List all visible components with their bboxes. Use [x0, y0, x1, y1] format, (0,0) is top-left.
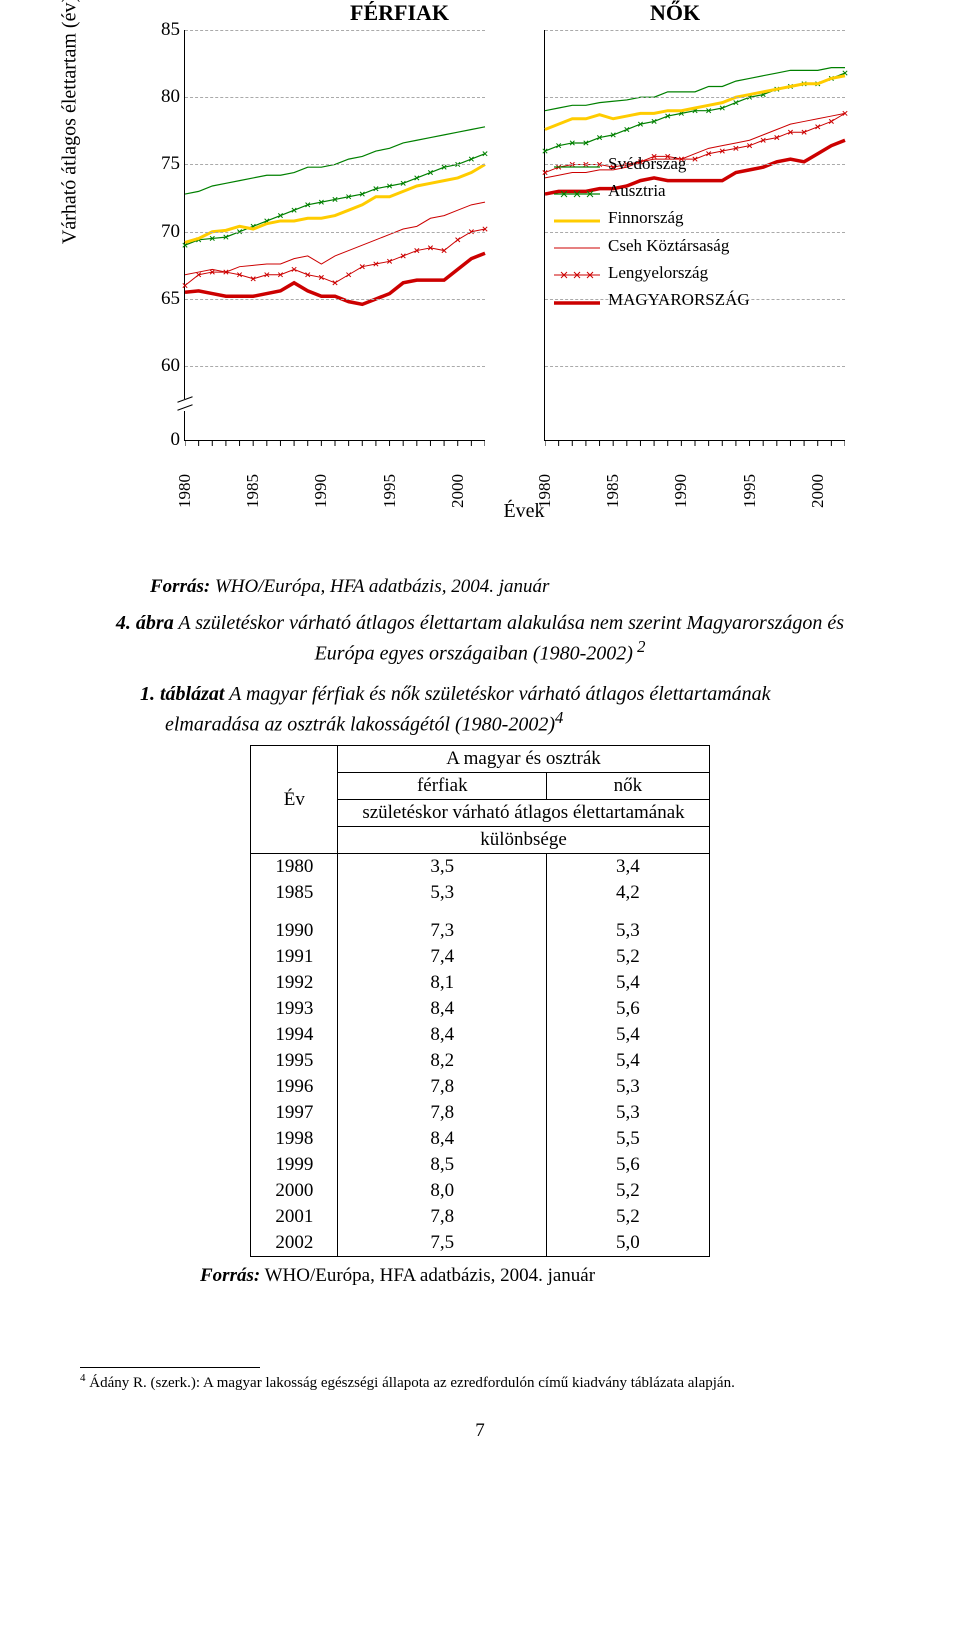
legend-item: MAGYARORSZÁG: [554, 286, 750, 313]
table-cell-female: 4,2: [547, 880, 709, 912]
table-cell-male: 8,1: [338, 970, 547, 996]
ytick: 60: [161, 355, 180, 377]
legend-label: Ausztria: [608, 177, 666, 204]
ytick: 80: [161, 86, 180, 108]
table-cell-year: 2001: [251, 1204, 338, 1230]
table-cell-year: 1980: [251, 854, 338, 881]
table-cell-female: 5,2: [547, 1178, 709, 1204]
table-cell-female: 5,4: [547, 970, 709, 996]
table-header-line3: születéskor várható átlagos élettartamán…: [338, 800, 709, 827]
legend-item: Svédország: [554, 150, 750, 177]
table-cell-male: 7,8: [338, 1074, 547, 1100]
table-source: Forrás: WHO/Európa, HFA adatbázis, 2004.…: [200, 1265, 880, 1287]
chart-source: Forrás: WHO/Európa, HFA adatbázis, 2004.…: [150, 576, 880, 598]
life-expectancy-chart: FÉRFIAK NŐK Várható átlagos élettartam (…: [80, 0, 880, 560]
chart-title-male: FÉRFIAK: [350, 0, 449, 26]
chart-ylabel: Várható átlagos élettartam (év): [59, 0, 82, 270]
legend-label: Finnország: [608, 204, 684, 231]
chart-xlabel: Évek: [184, 500, 864, 523]
table-cell-female: 5,3: [547, 1074, 709, 1100]
table-cell-year: 1985: [251, 880, 338, 912]
table-cell-year: 1999: [251, 1152, 338, 1178]
table-cell-female: 5,2: [547, 944, 709, 970]
table-cell-male: 3,5: [338, 854, 547, 881]
table-cell-male: 7,4: [338, 944, 547, 970]
ytick: 70: [161, 221, 180, 243]
table-cell-female: 5,2: [547, 1204, 709, 1230]
table-cell-female: 5,6: [547, 996, 709, 1022]
legend-item: Lengyelország: [554, 259, 750, 286]
table-cell-year: 1993: [251, 996, 338, 1022]
ytick: 0: [171, 429, 181, 451]
table-cell-male: 8,2: [338, 1048, 547, 1074]
legend-label: Lengyelország: [608, 259, 708, 286]
table-header-male: férfiak: [338, 773, 547, 800]
table-cell-male: 7,5: [338, 1230, 547, 1257]
table-cell-year: 1995: [251, 1048, 338, 1074]
footnote-rule: [80, 1367, 260, 1368]
table-cell-male: 7,8: [338, 1204, 547, 1230]
legend-label: MAGYARORSZÁG: [608, 286, 750, 313]
table-header-top: A magyar és osztrák: [338, 746, 709, 773]
ytick: 65: [161, 288, 180, 310]
table-cell-year: 1997: [251, 1100, 338, 1126]
chart-title-female: NŐK: [650, 0, 700, 26]
table-cell-female: 3,4: [547, 854, 709, 881]
table-cell-year: 1992: [251, 970, 338, 996]
chart-legend: SvédországAusztriaFinnországCseh Köztárs…: [554, 150, 750, 313]
chart-yticks: 0606570758085: [140, 30, 180, 440]
table-cell-male: 8,4: [338, 996, 547, 1022]
table-cell-female: 5,4: [547, 1048, 709, 1074]
table-cell-male: 7,3: [338, 912, 547, 944]
table-cell-female: 5,3: [547, 1100, 709, 1126]
table-cell-male: 8,0: [338, 1178, 547, 1204]
figure-caption: 4. ábra A születéskor várható átlagos él…: [80, 610, 880, 667]
table-header-year: Év: [251, 746, 338, 854]
table-cell-female: 5,0: [547, 1230, 709, 1257]
legend-label: Svédország: [608, 150, 686, 177]
page-number: 7: [80, 1420, 880, 1442]
footnote: 4 Ádány R. (szerk.): A magyar lakosság e…: [80, 1372, 880, 1392]
legend-item: Cseh Köztársaság: [554, 232, 750, 259]
table-cell-male: 8,4: [338, 1022, 547, 1048]
table-caption: 1. táblázat A magyar férfiak és nők szül…: [140, 681, 880, 738]
table-cell-year: 1991: [251, 944, 338, 970]
table-header-female: nők: [547, 773, 709, 800]
life-expectancy-gap-table: Év A magyar és osztrák férfiak nők szüle…: [250, 745, 709, 1257]
table-cell-year: 1998: [251, 1126, 338, 1152]
chart-panel-male: 19801985199019952000: [184, 30, 485, 441]
table-cell-male: 7,8: [338, 1100, 547, 1126]
table-cell-female: 5,4: [547, 1022, 709, 1048]
table-header-line4: különbsége: [338, 827, 709, 854]
table-cell-female: 5,6: [547, 1152, 709, 1178]
table-cell-male: 5,3: [338, 880, 547, 912]
ytick: 75: [161, 153, 180, 175]
legend-label: Cseh Köztársaság: [608, 232, 729, 259]
legend-item: Ausztria: [554, 177, 750, 204]
ytick: 85: [161, 19, 180, 41]
table-cell-female: 5,3: [547, 912, 709, 944]
table-cell-year: 2002: [251, 1230, 338, 1257]
table-cell-year: 1990: [251, 912, 338, 944]
table-cell-male: 8,4: [338, 1126, 547, 1152]
table-cell-female: 5,5: [547, 1126, 709, 1152]
table-cell-year: 1996: [251, 1074, 338, 1100]
table-cell-male: 8,5: [338, 1152, 547, 1178]
table-cell-year: 1994: [251, 1022, 338, 1048]
table-cell-year: 2000: [251, 1178, 338, 1204]
legend-item: Finnország: [554, 204, 750, 231]
